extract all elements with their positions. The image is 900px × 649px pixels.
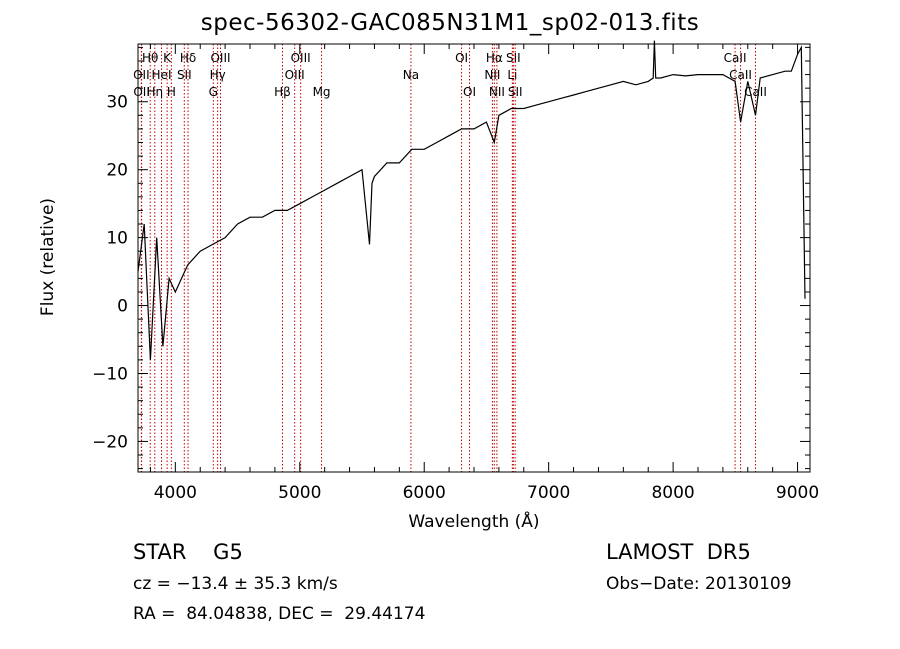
x-tick-label: 4000 [154,483,197,503]
axis-ticks-layer: 4000 5000 6000 7000 8000 9000 −20 −10 0 10 20 30 [92,44,819,503]
spectral-line-label: HeI [152,68,172,82]
spectral-line-label: SII [506,51,521,65]
survey-label: LAMOST DR5 [606,540,751,564]
spectral-lines-layer: HθOIIOIIKHeIHηHδSIIHOIIIHγGOIIIOIIIHβMgN… [133,44,767,472]
x-tick-label: 8000 [651,483,694,503]
spectral-line-label: OI [463,85,476,99]
spectral-line-label: Na [403,68,419,82]
object-class: STAR G5 [133,540,243,564]
spectral-line-label: Hθ [142,51,158,65]
spectral-line-label: Hβ [274,85,291,99]
spectral-line-label: H [167,85,176,99]
x-axis-label: Wavelength (Å) [408,512,540,532]
spectral-line-label: K [163,51,172,65]
x-tick-label: 6000 [403,483,446,503]
spectral-line-label: Li [507,68,517,82]
spectral-line-label: OIII [210,51,230,65]
spectral-line-label: Mg [313,85,331,99]
spectral-line-label: OIII [291,51,311,65]
spectral-line-label: OI [455,51,468,65]
x-tick-label: 9000 [776,483,819,503]
plot-frame [137,43,811,473]
spectral-line-label: NII [489,85,505,99]
spectral-line-label: CaII [724,51,747,65]
spectral-line-label: SII [177,68,192,82]
x-tick-label: 5000 [278,483,321,503]
y-tick-label: −10 [92,364,128,384]
spectral-line-label: CaII [744,85,767,99]
y-tick-label: −20 [92,432,128,452]
spectral-line-label: CaII [729,68,752,82]
spectral-line-label: OIII [285,68,305,82]
spectral-line-label: OII [133,85,150,99]
spectral-line-label: Hα [486,51,503,65]
coordinates-readout: RA = 84.04838, DEC = 29.44174 [133,604,426,624]
observation-date: Obs−Date: 20130109 [606,574,792,594]
spectral-line-label: NII [484,68,500,82]
spectrum-series-line [137,40,806,360]
spectral-line-label: G [209,85,218,99]
y-tick-label: 30 [106,93,128,113]
chart-title: spec-56302-GAC085N31M1_sp02-013.fits [200,10,700,36]
y-tick-label: 0 [117,297,128,317]
y-axis-label: Flux (relative) [38,197,58,317]
spectral-line-label: SII [508,85,523,99]
spectral-line-label: Hδ [180,51,196,65]
y-tick-label: 10 [106,229,128,249]
y-tick-label: 20 [106,161,128,181]
x-tick-label: 7000 [527,483,570,503]
spectral-line-label: Hη [146,85,163,99]
spectral-line-label: Hγ [210,68,226,82]
redshift-readout: cz = −13.4 ± 35.3 km/s [133,574,338,594]
